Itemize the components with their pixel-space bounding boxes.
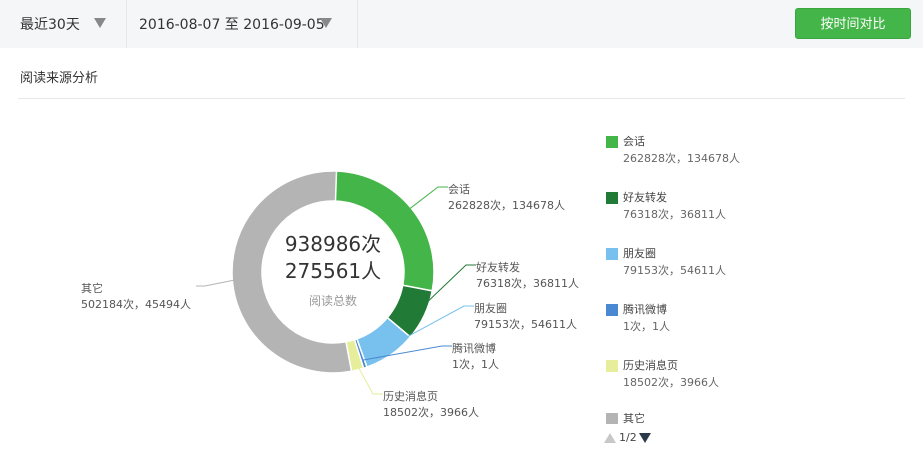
legend-pager: 1/2 bbox=[604, 431, 664, 447]
page-up-icon[interactable] bbox=[604, 433, 616, 443]
slice-value-label: 18502次，3966人 bbox=[383, 405, 479, 419]
legend-swatch bbox=[606, 304, 618, 316]
divider bbox=[18, 98, 905, 99]
legend-name: 腾讯微博 bbox=[623, 303, 667, 316]
time-range-dropdown[interactable]: 最近30天 bbox=[0, 0, 127, 48]
slice-value-label: 262828次，134678人 bbox=[448, 198, 565, 212]
leader-line-0 bbox=[404, 186, 448, 214]
legend-item[interactable]: 历史消息页 18502次，3966人 bbox=[606, 357, 806, 397]
slice-value-label: 1次，1人 bbox=[452, 357, 499, 371]
slice-name-label: 其它 bbox=[81, 281, 103, 295]
page-indicator: 1/2 bbox=[619, 431, 637, 444]
legend-name: 朋友圈 bbox=[623, 247, 656, 260]
leader-line-5 bbox=[196, 278, 241, 287]
legend-name: 历史消息页 bbox=[623, 359, 678, 372]
legend-stat: 76318次，36811人 bbox=[623, 208, 726, 221]
date-range-dropdown[interactable]: 2016-08-07 至 2016-09-05 bbox=[127, 0, 358, 48]
legend-swatch bbox=[606, 413, 618, 424]
center-caption: 阅读总数 bbox=[309, 293, 357, 308]
legend-name: 会话 bbox=[623, 135, 645, 148]
slice-name-label: 朋友圈 bbox=[474, 301, 507, 315]
center-total-users: 275561人 bbox=[285, 259, 381, 283]
legend-name: 好友转发 bbox=[623, 191, 667, 204]
legend-stat: 1次，1人 bbox=[623, 320, 670, 333]
caret-down-icon bbox=[94, 18, 106, 28]
leader-line-3 bbox=[362, 345, 452, 361]
legend-item[interactable]: 会话 262828次，134678人 bbox=[606, 133, 806, 173]
time-range-label: 最近30天 bbox=[20, 17, 80, 33]
legend-item[interactable]: 腾讯微博 1次，1人 bbox=[606, 301, 806, 341]
slice-name-label: 好友转发 bbox=[476, 260, 520, 274]
leader-line-4 bbox=[355, 361, 383, 395]
legend-item[interactable]: 好友转发 76318次，36811人 bbox=[606, 189, 806, 229]
caret-down-icon bbox=[320, 18, 332, 28]
legend-item-partial[interactable]: 其它 bbox=[606, 410, 806, 424]
slice-name-label: 腾讯微博 bbox=[452, 341, 496, 355]
slice-name-label: 历史消息页 bbox=[383, 389, 438, 403]
legend-swatch bbox=[606, 248, 618, 260]
section-title: 阅读来源分析 bbox=[20, 71, 99, 86]
compare-by-time-button[interactable]: 按时间对比 bbox=[795, 8, 911, 39]
slice-name-label: 会话 bbox=[448, 183, 470, 196]
slice-value-label: 502184次，45494人 bbox=[81, 297, 191, 311]
leader-line-2 bbox=[385, 305, 474, 349]
donut-slice-5[interactable] bbox=[231, 170, 353, 374]
page-down-icon[interactable] bbox=[639, 433, 651, 443]
legend-item[interactable]: 朋友圈 79153次，54611人 bbox=[606, 245, 806, 285]
legend-swatch bbox=[606, 136, 618, 148]
legend-swatch bbox=[606, 360, 618, 372]
legend-stat: 79153次，54611人 bbox=[623, 264, 726, 277]
center-total-reads: 938986次 bbox=[285, 232, 381, 256]
slice-value-label: 79153次，54611人 bbox=[474, 317, 577, 331]
slice-value-label: 76318次，36811人 bbox=[476, 276, 579, 290]
toolbar: 最近30天 2016-08-07 至 2016-09-05 按时间对比 bbox=[0, 0, 923, 48]
date-range-label: 2016-08-07 至 2016-09-05 bbox=[139, 17, 325, 33]
leader-line-1 bbox=[416, 264, 476, 313]
legend-swatch bbox=[606, 192, 618, 204]
legend-stat: 18502次，3966人 bbox=[623, 376, 719, 389]
legend-name: 其它 bbox=[623, 412, 645, 424]
legend-stat: 262828次，134678人 bbox=[623, 152, 740, 165]
